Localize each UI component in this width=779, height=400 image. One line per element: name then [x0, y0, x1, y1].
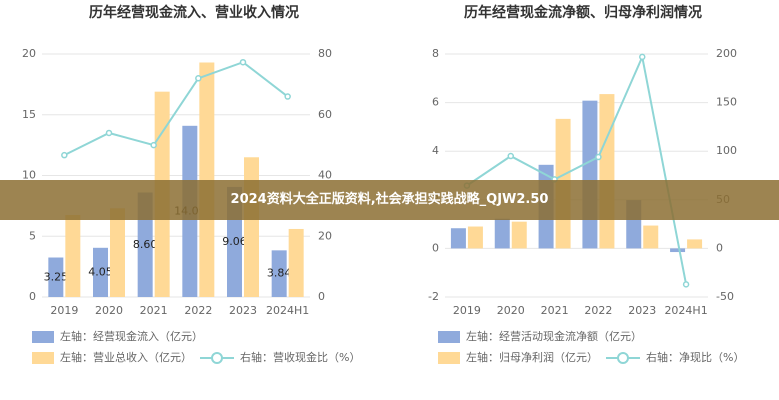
line-point: [639, 53, 646, 61]
y-tick-label: 10: [22, 169, 36, 182]
legend-label: 右轴：营收现金比（%）: [240, 350, 360, 364]
y2-tick-label: 0: [318, 290, 325, 303]
legend-swatch: [32, 331, 54, 343]
legend-swatch: [438, 331, 460, 343]
y2-tick-label: 40: [318, 169, 332, 182]
bar: [643, 225, 659, 249]
line-point: [507, 152, 514, 160]
line-point: [61, 151, 68, 159]
x-tick-label: 2021: [140, 304, 168, 317]
legend-label: 左轴：经营活动现金流净额（亿元）: [466, 329, 642, 343]
banner: 2024资料大全正版资料,社会承担实践战略_QJW2.50: [0, 180, 779, 220]
line: [466, 53, 688, 285]
y-tick-label: 0: [432, 241, 439, 254]
legend-label: 左轴：归母净利润（亿元）: [466, 350, 598, 364]
bar: [687, 239, 703, 249]
y-tick-label: 0: [29, 290, 36, 303]
x-tick-label: 2019: [453, 304, 481, 317]
bar: [582, 100, 598, 249]
legend-swatch: [617, 352, 629, 364]
bar: [288, 228, 304, 297]
y-tick-label: 15: [22, 108, 36, 121]
bar: [670, 248, 686, 253]
x-tick-label: 2020: [497, 304, 525, 317]
y2-tick-label: 200: [716, 47, 737, 60]
bar: [93, 247, 108, 297]
x-tick-label: 2024H1: [266, 304, 309, 317]
x-tick-label: 2023: [628, 304, 656, 317]
x-tick-label: 2022: [584, 304, 612, 317]
bar: [599, 94, 615, 249]
bar: [271, 250, 287, 297]
line-point: [150, 141, 157, 149]
y-tick-label: 5: [29, 229, 36, 242]
bar: [450, 228, 466, 249]
y2-tick-label: 20: [318, 229, 332, 242]
y-tick-label: 8: [432, 47, 439, 60]
x-tick-label: 2024H1: [664, 304, 707, 317]
legend-swatch: [438, 352, 460, 364]
bar: [244, 157, 259, 297]
y-tick-label: -2: [428, 290, 439, 303]
y-tick-label: 4: [432, 144, 439, 157]
bar: [48, 257, 64, 297]
line-point: [682, 281, 690, 288]
y2-tick-label: 0: [716, 241, 723, 254]
bar: [511, 221, 527, 249]
bar: [199, 62, 215, 297]
bar: [467, 226, 483, 249]
y-tick-label: 20: [22, 47, 36, 60]
line-point: [284, 93, 291, 100]
y2-tick-label: 60: [318, 108, 332, 121]
bar: [65, 214, 81, 297]
x-tick-label: 2020: [95, 304, 123, 317]
line-point: [595, 153, 602, 161]
legend-label: 左轴：营业总收入（亿元）: [60, 350, 192, 364]
value-label: 3.84: [267, 267, 292, 280]
line: [63, 61, 289, 157]
x-tick-label: 2019: [50, 304, 78, 317]
line-point: [195, 75, 202, 82]
y2-tick-label: -50: [716, 290, 734, 303]
y-tick-label: 6: [432, 96, 439, 109]
line-point: [239, 58, 247, 66]
value-label: 3.25: [44, 270, 69, 283]
chart-title: 历年经营现金流入、营业收入情况: [89, 4, 299, 21]
bar: [494, 218, 510, 249]
value-label: 8.60: [133, 238, 158, 251]
x-tick-label: 2021: [541, 304, 569, 317]
y2-tick-label: 100: [716, 144, 737, 157]
x-tick-label: 2022: [184, 304, 212, 317]
legend-label: 右轴：净现比（%）: [646, 350, 744, 364]
y2-tick-label: 150: [716, 96, 737, 109]
y2-tick-label: 80: [318, 47, 332, 60]
line-point: [105, 129, 113, 137]
x-tick-label: 2023: [229, 304, 257, 317]
chart-title: 历年经营现金流净额、归母净利润情况: [464, 4, 702, 21]
legend-swatch: [32, 352, 54, 364]
legend-swatch: [211, 352, 223, 364]
value-label: 4.05: [88, 265, 113, 278]
value-label: 9.06: [222, 235, 247, 248]
bar: [110, 208, 125, 297]
legend-label: 左轴：经营现金流入（亿元）: [60, 329, 203, 343]
